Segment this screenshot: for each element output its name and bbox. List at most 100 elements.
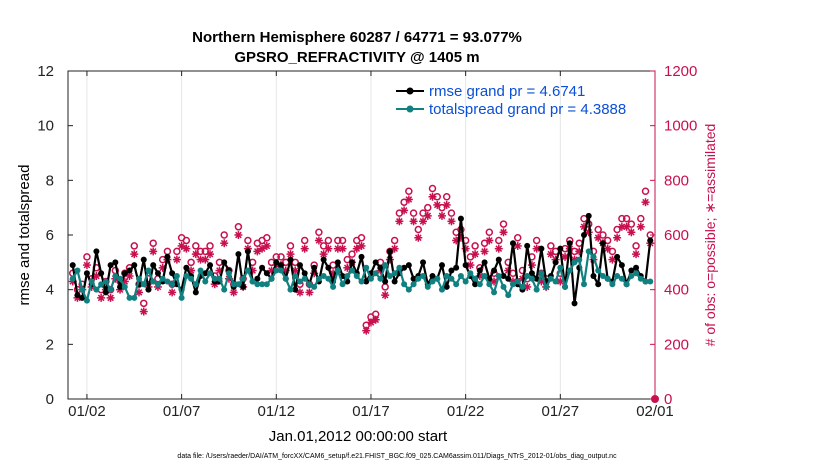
rmse-point: [462, 262, 469, 269]
rmse-point: [117, 283, 124, 290]
obs-possible-marker: [447, 209, 456, 217]
rmse-point: [382, 278, 389, 285]
obs-assimilated-marker: [305, 288, 314, 297]
obs-possible-marker: [513, 233, 522, 242]
obs-possible-marker: [187, 258, 195, 267]
obs-assimilated-marker: [395, 217, 404, 226]
totalspread-point: [457, 273, 464, 279]
obs-possible-marker: [173, 247, 181, 256]
rmse-point: [107, 262, 114, 269]
totalspread-point: [590, 253, 597, 260]
obs-assimilated-marker: [400, 206, 409, 215]
totalspread-point: [429, 278, 436, 285]
totalspread-point: [434, 275, 441, 282]
rmse-point: [401, 264, 408, 271]
obs-possible-marker: [495, 236, 503, 245]
obs-possible-marker: [83, 253, 91, 261]
rmse-point: [472, 281, 479, 288]
rmse-point: [273, 259, 280, 266]
obs-assimilated-marker: [92, 272, 101, 280]
totalspread-point: [259, 281, 266, 288]
totalspread-point: [292, 273, 299, 279]
obs-possible-marker: [334, 236, 342, 245]
totalspread-point: [93, 286, 100, 293]
totalspread-point: [315, 275, 322, 282]
totalspread-point: [169, 281, 176, 288]
rmse-point: [372, 259, 379, 266]
rmse-point: [145, 286, 152, 293]
rmse-point: [500, 273, 507, 279]
rmse-point: [69, 262, 76, 269]
totalspread-point: [240, 275, 247, 282]
totalspread-point: [192, 281, 199, 288]
rmse-point: [457, 215, 464, 222]
rmse-point: [83, 270, 90, 277]
rmse-point: [509, 240, 516, 247]
rmse-point: [278, 262, 285, 269]
totalspread-point: [495, 273, 502, 279]
totalspread-point: [557, 264, 564, 271]
rmse-point: [98, 270, 105, 277]
totalspread-point: [74, 267, 81, 274]
totalspread-point: [173, 273, 180, 279]
totalspread-point: [628, 273, 635, 279]
totalspread-point: [126, 294, 133, 301]
obs-assimilated-marker: [201, 255, 210, 264]
rmse-point: [164, 253, 171, 260]
obs-possible-marker: [357, 233, 366, 242]
obs-possible-marker: [263, 233, 271, 242]
rmse-point: [580, 232, 587, 238]
obs-possible-marker: [618, 214, 626, 223]
rmse-point: [599, 240, 606, 247]
obs-possible-marker: [632, 242, 640, 250]
obs-assimilated-marker: [636, 222, 645, 231]
y-tick-label-right: 1200: [664, 63, 697, 80]
totalspread-point: [396, 264, 403, 271]
rmse-point: [453, 264, 460, 271]
x-tick-label: 01/17: [352, 403, 390, 420]
totalspread-point: [604, 275, 611, 282]
totalspread-point: [207, 270, 214, 277]
line-series: [69, 212, 654, 307]
obs-assimilated-marker: [172, 255, 181, 264]
obs-assimilated-marker: [480, 247, 489, 256]
totalspread-point: [339, 281, 346, 288]
totalspread-point: [585, 248, 592, 255]
rmse-point: [140, 256, 147, 263]
obs-assimilated-marker: [357, 241, 366, 250]
rmse-point: [112, 259, 119, 266]
totalspread-point: [391, 270, 398, 277]
totalspread-point: [230, 281, 237, 288]
obs-possible-marker: [192, 242, 200, 250]
totalspread-point: [633, 270, 640, 277]
obs-possible-marker: [637, 214, 645, 223]
totalspread-point: [131, 294, 138, 301]
totalspread-point: [263, 281, 270, 288]
obs-assimilated-marker: [262, 241, 271, 250]
obs-possible-marker: [594, 225, 602, 234]
rmse-point: [585, 212, 592, 219]
totalspread-point: [505, 292, 512, 299]
rmse-point: [126, 267, 133, 274]
totalspread-point: [102, 278, 109, 285]
rmse-point: [334, 259, 341, 266]
rmse-point: [221, 259, 228, 266]
obs-assimilated-marker: [300, 244, 309, 253]
totalspread-point: [188, 275, 195, 282]
totalspread-point: [382, 262, 389, 269]
rmse-point: [566, 240, 573, 247]
y-tick-label-left: 2: [46, 336, 54, 353]
totalspread-point: [211, 275, 218, 282]
obs-possible-marker: [182, 236, 191, 245]
legend-totalspread-label: totalspread grand pr = 4.3888: [429, 101, 626, 118]
obs-possible-marker: [324, 236, 333, 245]
rmse-point: [296, 262, 303, 269]
totalspread-point: [244, 267, 251, 274]
totalspread-point: [349, 267, 356, 274]
rmse-point: [325, 264, 332, 271]
totalspread-point: [140, 281, 147, 288]
totalspread-point: [249, 278, 256, 285]
obs-possible-marker: [405, 187, 413, 196]
totalspread-point: [154, 281, 161, 288]
totalspread-point: [282, 275, 289, 282]
